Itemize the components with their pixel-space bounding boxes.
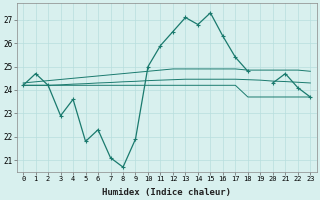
- X-axis label: Humidex (Indice chaleur): Humidex (Indice chaleur): [102, 188, 231, 197]
